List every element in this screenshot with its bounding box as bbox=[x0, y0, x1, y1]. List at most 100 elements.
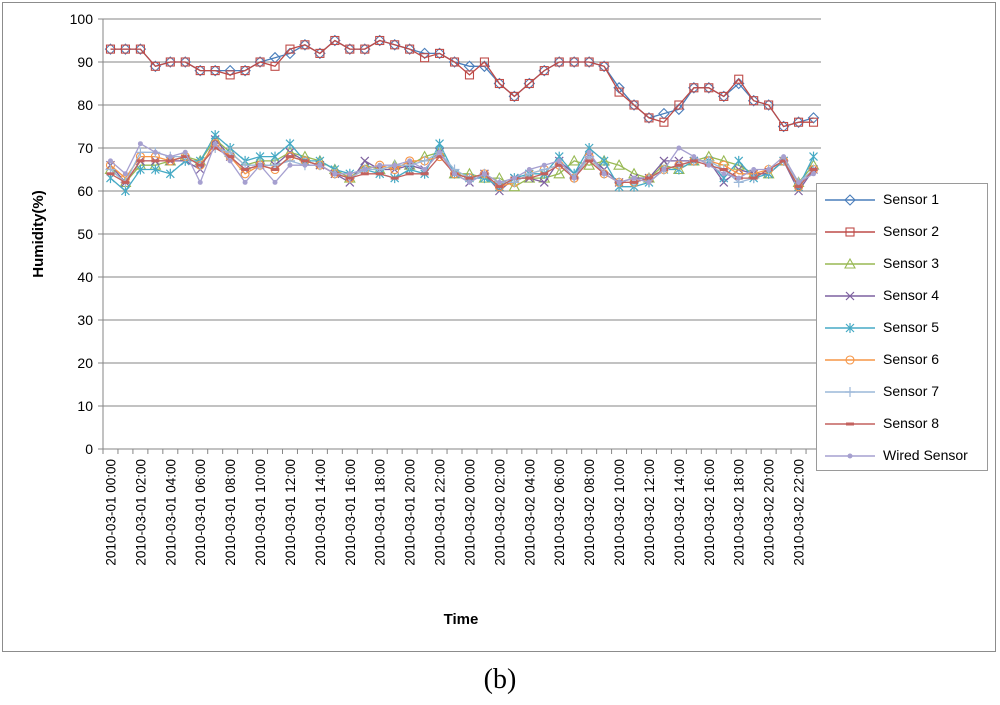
data-point bbox=[121, 186, 130, 196]
y-axis-title: Humidity(%) bbox=[30, 190, 47, 278]
data-point bbox=[809, 151, 818, 162]
data-point bbox=[732, 77, 745, 90]
data-point bbox=[373, 34, 386, 47]
data-point bbox=[270, 151, 280, 162]
data-point bbox=[209, 64, 221, 77]
data-point bbox=[688, 82, 700, 94]
x-axis-title: Time bbox=[444, 611, 479, 628]
legend: Sensor 1 Sensor 2 Sensor 3 Sensor 4 Sensor 5… bbox=[816, 183, 988, 471]
data-point bbox=[300, 40, 310, 50]
x-tick-label: 2010-03-01 18:00 bbox=[373, 459, 388, 566]
legend-label: Sensor 4 bbox=[883, 287, 940, 303]
legend-item: Sensor 4 bbox=[817, 280, 987, 312]
data-point bbox=[302, 162, 308, 168]
data-point bbox=[779, 121, 789, 132]
data-point bbox=[494, 78, 504, 89]
x-tick-label: 2010-03-01 00:00 bbox=[103, 459, 118, 566]
data-point bbox=[734, 155, 744, 166]
legend-label: Sensor 5 bbox=[883, 319, 940, 335]
data-point bbox=[762, 99, 775, 111]
data-point bbox=[420, 53, 430, 63]
x-tick-label: 2010-03-01 12:00 bbox=[283, 459, 298, 566]
x-tick-label: 2010-03-02 12:00 bbox=[642, 459, 657, 566]
data-point bbox=[332, 171, 338, 177]
data-point bbox=[180, 57, 190, 67]
data-point bbox=[165, 168, 175, 179]
data-point bbox=[196, 163, 205, 167]
data-point bbox=[377, 162, 383, 168]
legend-label: Sensor 1 bbox=[883, 191, 940, 207]
data-point bbox=[122, 171, 128, 177]
data-point bbox=[689, 83, 699, 93]
x-tick-label: 2010-03-01 06:00 bbox=[193, 459, 208, 566]
data-point bbox=[749, 96, 759, 106]
data-point bbox=[347, 171, 353, 177]
y-tick-label: 50 bbox=[77, 226, 93, 242]
data-point bbox=[121, 180, 130, 184]
gridlines bbox=[103, 18, 821, 407]
data-point bbox=[255, 57, 265, 67]
x-tick-label: 2010-03-01 22:00 bbox=[433, 459, 448, 566]
legend-swatch bbox=[825, 194, 875, 206]
data-point bbox=[481, 171, 487, 177]
legend-marker bbox=[845, 355, 855, 365]
data-point bbox=[704, 83, 714, 93]
data-point bbox=[659, 117, 669, 127]
data-point bbox=[764, 100, 774, 110]
data-point bbox=[689, 159, 698, 163]
data-point bbox=[435, 48, 445, 58]
data-point bbox=[583, 56, 595, 68]
data-point bbox=[646, 179, 652, 185]
data-point bbox=[179, 56, 192, 68]
legend-marker bbox=[846, 422, 854, 426]
legend-item: Sensor 8 bbox=[817, 408, 987, 440]
data-point bbox=[225, 70, 235, 80]
data-point bbox=[392, 162, 398, 168]
data-point bbox=[104, 43, 117, 55]
data-point bbox=[271, 168, 280, 171]
legend-marker bbox=[845, 387, 855, 397]
x-tick-label: 2010-03-02 14:00 bbox=[672, 459, 687, 566]
data-point bbox=[585, 159, 594, 163]
data-point bbox=[644, 176, 653, 180]
data-point bbox=[509, 91, 519, 101]
data-point bbox=[511, 175, 517, 181]
data-point bbox=[493, 77, 506, 90]
data-point bbox=[149, 60, 162, 73]
data-point bbox=[496, 179, 502, 185]
legend-item: Sensor 2 bbox=[817, 216, 987, 248]
x-tick-label: 2010-03-02 08:00 bbox=[582, 459, 597, 566]
data-point bbox=[284, 47, 296, 60]
series-line bbox=[110, 39, 814, 128]
data-point bbox=[285, 44, 295, 54]
data-point bbox=[674, 163, 683, 167]
data-point bbox=[601, 171, 607, 177]
data-point bbox=[794, 185, 803, 189]
data-point bbox=[807, 112, 820, 124]
data-point bbox=[539, 66, 549, 76]
data-point bbox=[437, 149, 443, 155]
data-point bbox=[227, 158, 233, 164]
legend-marker bbox=[845, 227, 855, 237]
data-point bbox=[210, 130, 220, 141]
data-point bbox=[150, 164, 160, 175]
data-point bbox=[644, 113, 654, 123]
figure-caption: (b) bbox=[483, 664, 517, 695]
data-point bbox=[809, 168, 818, 171]
data-point bbox=[405, 44, 415, 54]
data-point bbox=[329, 34, 341, 47]
data-point bbox=[345, 44, 355, 54]
data-point bbox=[628, 99, 640, 111]
legend-swatch bbox=[825, 387, 875, 397]
data-point bbox=[747, 94, 760, 107]
data-point bbox=[257, 162, 263, 168]
data-point bbox=[526, 167, 532, 172]
data-point bbox=[164, 56, 177, 68]
data-point bbox=[165, 57, 175, 67]
y-tick-label: 70 bbox=[77, 140, 93, 156]
data-point bbox=[107, 158, 113, 164]
data-point bbox=[210, 66, 220, 76]
x-tick-labels: 2010-03-01 00:00 2010-03-01 02:00 2010-03-… bbox=[103, 459, 806, 566]
legend-label: Sensor 2 bbox=[883, 223, 940, 239]
